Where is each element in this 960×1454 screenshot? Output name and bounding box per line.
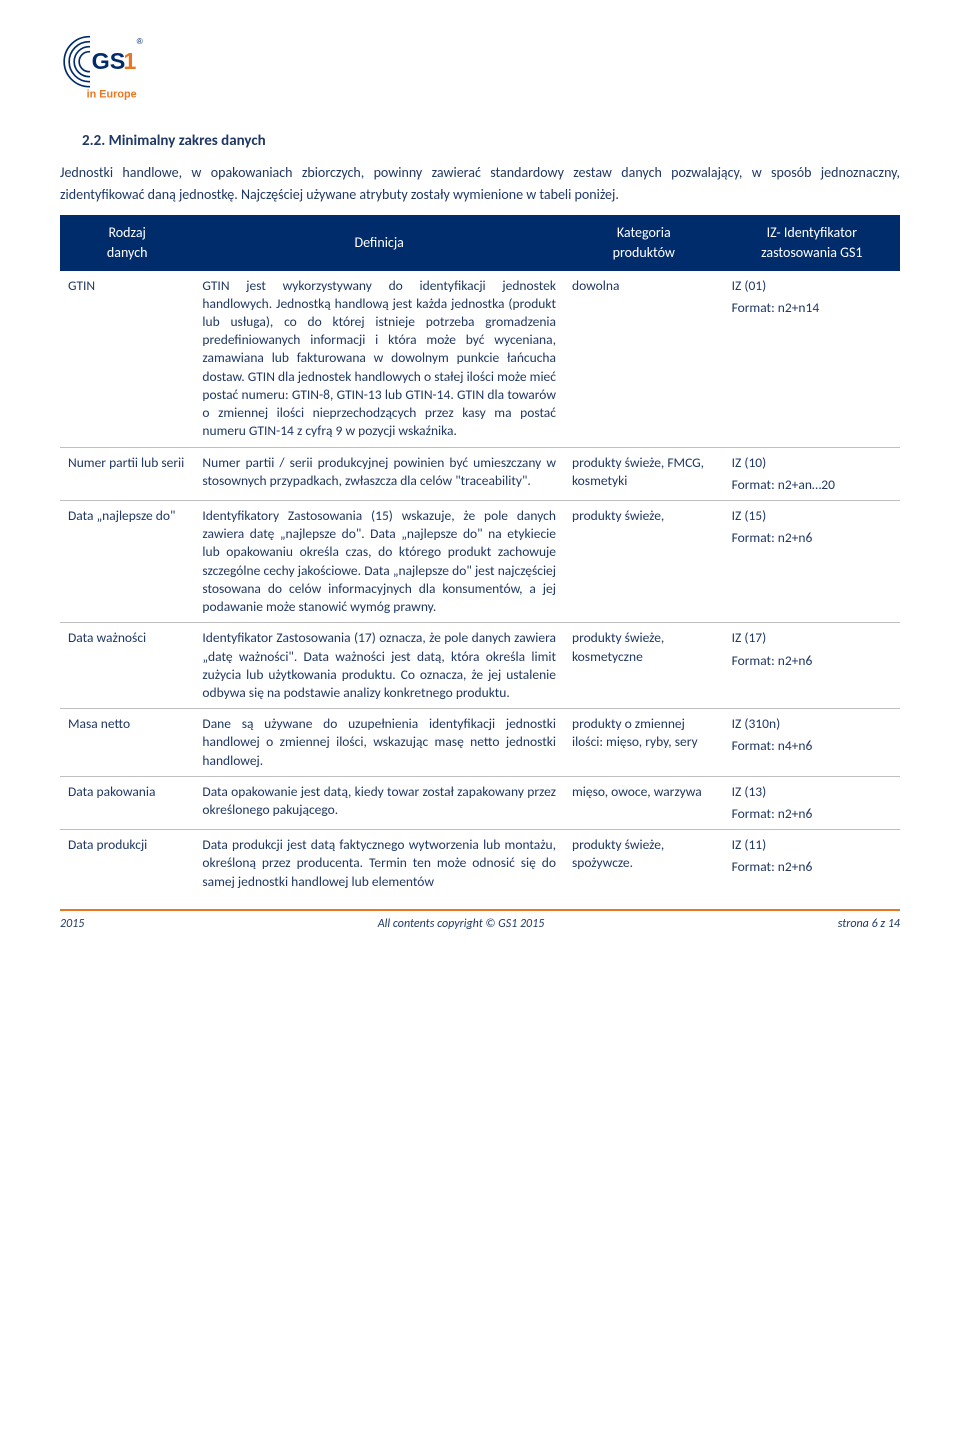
iz-format: Format: n4+n6 xyxy=(732,737,892,755)
iz-format: Format: n2+n6 xyxy=(732,652,892,670)
th-text: danych xyxy=(70,243,184,263)
iz-code: IZ (01) xyxy=(732,277,892,295)
iz-format: Format: n2+n6 xyxy=(732,858,892,876)
iz-format: Format: n2+n14 xyxy=(732,299,892,317)
page-footer: 2015 All contents copyright © GS1 2015 s… xyxy=(60,909,900,931)
th-kategoria: Kategoria produktów xyxy=(564,215,724,270)
table-header-row: Rodzaj danych Definicja Kategoria produk… xyxy=(60,215,900,270)
cell-type: Data „najlepsze do" xyxy=(60,500,194,622)
footer-copyright: All contents copyright © GS1 2015 xyxy=(378,917,545,931)
cell-type: GTIN xyxy=(60,271,194,447)
iz-code: IZ (17) xyxy=(732,629,892,647)
cell-definition: Data produkcji jest datą faktycznego wyt… xyxy=(194,830,564,897)
th-text: produktów xyxy=(574,243,714,263)
svg-text:in Europe: in Europe xyxy=(87,89,137,101)
th-definicja: Definicja xyxy=(194,215,564,270)
cell-iz: IZ (13) Format: n2+n6 xyxy=(724,776,900,829)
table-row: Data pakowania Data opakowanie jest datą… xyxy=(60,776,900,829)
footer-page: strona 6 z 14 xyxy=(838,917,900,931)
footer-year: 2015 xyxy=(60,917,84,931)
th-iz: IZ- Identyfikator zastosowania GS1 xyxy=(724,215,900,270)
th-text: zastosowania GS1 xyxy=(734,243,890,263)
iz-format: Format: n2+n6 xyxy=(732,805,892,823)
cell-category: produkty świeże, kosmetyczne xyxy=(564,623,724,709)
cell-definition: Numer partii / serii produkcyjnej powini… xyxy=(194,447,564,500)
th-text: Rodzaj xyxy=(70,223,184,243)
intro-paragraph: Jednostki handlowe, w opakowaniach zbior… xyxy=(60,162,900,205)
iz-code: IZ (10) xyxy=(732,454,892,472)
cell-category: produkty o zmiennej ilości: mięso, ryby,… xyxy=(564,709,724,777)
cell-type: Data produkcji xyxy=(60,830,194,897)
cell-iz: IZ (11) Format: n2+n6 xyxy=(724,830,900,897)
cell-category: dowolna xyxy=(564,271,724,447)
iz-code: IZ (13) xyxy=(732,783,892,801)
iz-code: IZ (310n) xyxy=(732,715,892,733)
table-row: Numer partii lub serii Numer partii / se… xyxy=(60,447,900,500)
cell-category: produkty świeże, spożywcze. xyxy=(564,830,724,897)
table-row: Data „najlepsze do" Identyfikatory Zasto… xyxy=(60,500,900,622)
cell-iz: IZ (17) Format: n2+n6 xyxy=(724,623,900,709)
cell-iz: IZ (01) Format: n2+n14 xyxy=(724,271,900,447)
table-row: Data ważności Identyfikator Zastosowania… xyxy=(60,623,900,709)
logo: GS 1 ® in Europe xyxy=(60,30,900,114)
cell-iz: IZ (310n) Format: n4+n6 xyxy=(724,709,900,777)
gs1-logo-icon: GS 1 ® in Europe xyxy=(60,30,160,110)
iz-code: IZ (11) xyxy=(732,836,892,854)
data-table: Rodzaj danych Definicja Kategoria produk… xyxy=(60,215,900,897)
table-row: GTIN GTIN jest wykorzystywany do identyf… xyxy=(60,271,900,447)
th-rodzaj: Rodzaj danych xyxy=(60,215,194,270)
cell-category: produkty świeże, FMCG, kosmetyki xyxy=(564,447,724,500)
iz-format: Format: n2+an…20 xyxy=(732,476,892,494)
cell-definition: Identyfikator Zastosowania (17) oznacza,… xyxy=(194,623,564,709)
cell-type: Data pakowania xyxy=(60,776,194,829)
cell-iz: IZ (15) Format: n2+n6 xyxy=(724,500,900,622)
table-row: Data produkcji Data produkcji jest datą … xyxy=(60,830,900,897)
table-row: Masa netto Dane są używane do uzupełnien… xyxy=(60,709,900,777)
th-text: Kategoria xyxy=(574,223,714,243)
cell-iz: IZ (10) Format: n2+an…20 xyxy=(724,447,900,500)
svg-text:1: 1 xyxy=(123,48,136,74)
cell-type: Numer partii lub serii xyxy=(60,447,194,500)
svg-text:®: ® xyxy=(137,36,143,46)
svg-text:GS: GS xyxy=(92,48,126,74)
cell-definition: Dane są używane do uzupełnienia identyfi… xyxy=(194,709,564,777)
iz-code: IZ (15) xyxy=(732,507,892,525)
table-body: GTIN GTIN jest wykorzystywany do identyf… xyxy=(60,271,900,897)
cell-definition: Identyfikatory Zastosowania (15) wskazuj… xyxy=(194,500,564,622)
cell-definition: Data opakowanie jest datą, kiedy towar z… xyxy=(194,776,564,829)
cell-category: produkty świeże, xyxy=(564,500,724,622)
cell-type: Masa netto xyxy=(60,709,194,777)
cell-type: Data ważności xyxy=(60,623,194,709)
section-heading: 2.2. Minimalny zakres danych xyxy=(82,132,900,150)
cell-category: mięso, owoce, warzywa xyxy=(564,776,724,829)
iz-format: Format: n2+n6 xyxy=(732,529,892,547)
th-text: IZ- Identyfikator xyxy=(734,223,890,243)
cell-definition: GTIN jest wykorzystywany do identyfikacj… xyxy=(194,271,564,447)
